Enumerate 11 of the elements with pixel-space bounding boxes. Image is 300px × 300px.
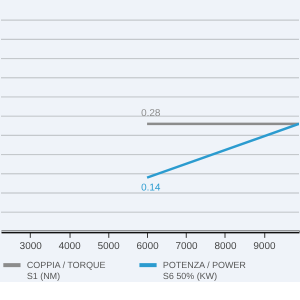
data-label: 0.28 [141, 108, 161, 119]
x-tick-label: 9000 [253, 240, 276, 252]
x-tick-label: 5000 [98, 240, 120, 252]
legend-label: COPPIA / TORQUE S1 (NM) [26, 260, 106, 282]
legend-label: POTENZA / POWER S6 50% (KW) [162, 260, 246, 282]
x-tick-label: 4000 [58, 240, 82, 252]
x-tick-label: 3000 [20, 240, 42, 252]
data-label: 0.14 [141, 182, 161, 194]
x-tick-label: 8000 [214, 240, 237, 252]
x-tick-label: 7000 [175, 240, 198, 252]
x-tick-label: 6000 [136, 240, 160, 252]
